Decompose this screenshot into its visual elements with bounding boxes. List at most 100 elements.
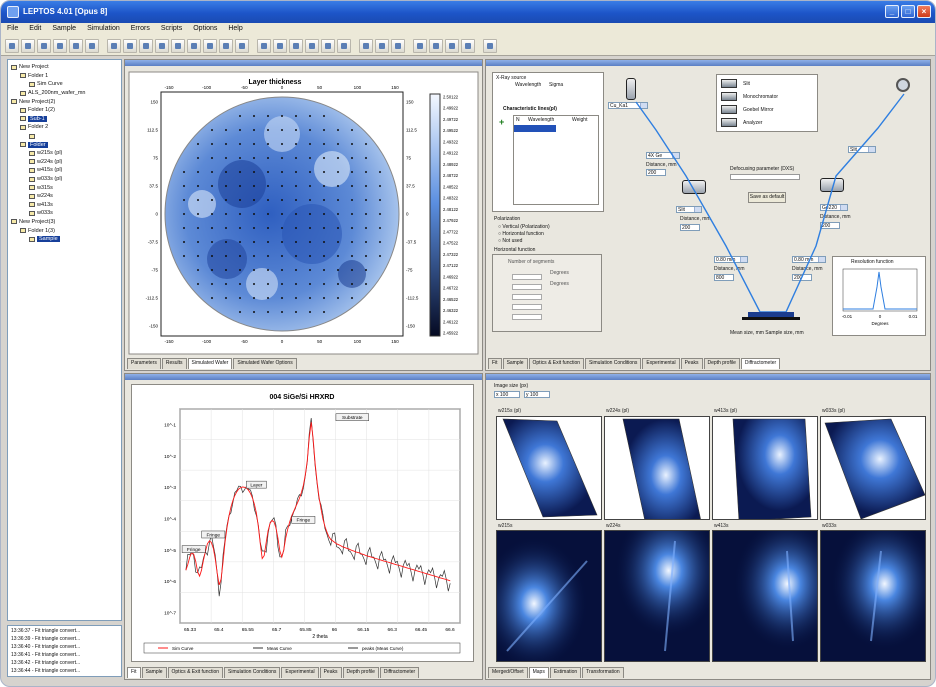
tab-depth-profile[interactable]: Depth profile xyxy=(342,667,379,678)
map-thumbnail-bottom[interactable] xyxy=(712,530,818,662)
layer-icon[interactable] xyxy=(155,38,169,53)
tab-peaks[interactable]: Peaks xyxy=(319,667,342,678)
stack-icon[interactable] xyxy=(235,38,249,53)
tab-sample[interactable]: Sample xyxy=(141,667,167,678)
tree-item[interactable]: New Project(3) xyxy=(11,218,118,227)
tree-item[interactable]: New Project(2) xyxy=(11,97,118,106)
sim-icon[interactable] xyxy=(257,38,271,53)
polarization-option[interactable]: ○ Vertical (Polarization) xyxy=(498,224,550,230)
new-icon[interactable] xyxy=(5,38,19,53)
distance-input[interactable]: 200 xyxy=(820,222,840,229)
grid-view3-icon[interactable] xyxy=(445,38,459,53)
new-layer-icon[interactable] xyxy=(171,38,185,53)
slit-dropdown[interactable]: 0.80 mm xyxy=(792,256,826,263)
maximize-button[interactable]: □ xyxy=(901,5,915,18)
tab-experimental[interactable]: Experimental xyxy=(642,358,680,369)
tab-experimental[interactable]: Experimental xyxy=(281,667,319,678)
tree-item[interactable]: w315s xyxy=(11,183,118,192)
tree-item[interactable]: w415s (pl) xyxy=(11,166,118,175)
tab-maps[interactable]: Maps xyxy=(528,667,549,678)
open-icon[interactable] xyxy=(21,38,35,53)
title-bar[interactable]: LEPTOS 4.01 [Opus 8] _ □ × xyxy=(1,1,935,23)
minimize-button[interactable]: _ xyxy=(885,5,899,18)
save-all-icon[interactable] xyxy=(53,38,67,53)
distance-input[interactable]: 200 xyxy=(792,274,812,281)
tree-item[interactable]: Sub-1 xyxy=(11,115,118,124)
tab-peaks[interactable]: Peaks xyxy=(680,358,703,369)
menu-help[interactable]: Help xyxy=(228,25,243,32)
sample-icon[interactable] xyxy=(85,38,99,53)
tab-results[interactable]: Results xyxy=(161,358,187,369)
save-icon[interactable] xyxy=(37,38,51,53)
tree-item[interactable]: ALS_200nm_wafer_mn xyxy=(11,89,118,98)
window-icon[interactable] xyxy=(461,38,475,53)
map-thumbnail-top[interactable] xyxy=(604,416,710,520)
tree-item[interactable]: Folder 1(2) xyxy=(11,106,118,115)
star-icon[interactable] xyxy=(219,38,233,53)
tab-fit[interactable]: Fit xyxy=(488,358,502,369)
image-size-y[interactable]: y 100 xyxy=(524,391,550,398)
tab-sample[interactable]: Sample xyxy=(502,358,528,369)
monochromator-dropdown[interactable]: 4X Ge xyxy=(646,152,680,159)
menu-errors[interactable]: Errors xyxy=(130,25,150,32)
tree-item[interactable] xyxy=(11,132,118,141)
open-folder-icon[interactable] xyxy=(107,38,121,53)
tab-diffractometer[interactable]: Diffractometer xyxy=(379,667,420,678)
tab-simulation-conditions[interactable]: Simulation Conditions xyxy=(224,667,281,678)
grid-view-icon[interactable] xyxy=(413,38,427,53)
tab-simulation-conditions[interactable]: Simulation Conditions xyxy=(585,358,642,369)
polarization-option[interactable]: ○ Not used xyxy=(498,238,523,244)
tree-item[interactable]: w215s (pl) xyxy=(11,149,118,158)
map-thumbnail-top[interactable] xyxy=(820,416,926,520)
tree-item[interactable]: w033s xyxy=(11,209,118,218)
distance-input[interactable]: 200 xyxy=(680,224,700,231)
calc-icon[interactable] xyxy=(391,38,405,53)
sim3-icon[interactable] xyxy=(289,38,303,53)
distance-input[interactable]: 800 xyxy=(714,274,734,281)
map-thumbnail-bottom[interactable] xyxy=(496,530,602,662)
tab-estimation[interactable]: Estimation xyxy=(549,667,582,678)
tab-parameters[interactable]: Parameters xyxy=(127,358,161,369)
analyzer-dropdown[interactable]: Ge220 xyxy=(820,204,848,211)
menu-sample[interactable]: Sample xyxy=(52,25,77,32)
close-button[interactable]: × xyxy=(917,5,931,18)
map-thumbnail-top[interactable] xyxy=(496,416,602,520)
slit-dropdown[interactable]: Slit xyxy=(676,206,702,213)
print-preview-icon[interactable] xyxy=(321,38,335,53)
tree-item[interactable]: Folder xyxy=(11,140,118,149)
grid-icon[interactable] xyxy=(187,38,201,53)
polarization-option[interactable]: ○ Horizontal function xyxy=(498,231,544,237)
tree-item[interactable]: Sample xyxy=(11,235,118,244)
fit-icon[interactable] xyxy=(305,38,319,53)
tab-transformation[interactable]: Transformation xyxy=(582,667,624,678)
detector-dropdown[interactable]: Slit xyxy=(848,146,876,153)
menu-scripts[interactable]: Scripts xyxy=(160,25,183,32)
map-thumbnail-top[interactable] xyxy=(712,416,818,520)
tab-optics-exit-function[interactable]: Optics & Exit function xyxy=(528,358,585,369)
menu-edit[interactable]: Edit xyxy=(29,25,42,32)
sim2-icon[interactable] xyxy=(273,38,287,53)
source-dropdown[interactable]: Cu_Ka1 xyxy=(608,102,648,109)
disc-icon[interactable] xyxy=(203,38,217,53)
paste-icon[interactable] xyxy=(139,38,153,53)
tab-simulated-wafer[interactable]: Simulated Wafer xyxy=(187,358,233,369)
slit-dropdown[interactable]: 0.80 mm xyxy=(714,256,748,263)
tree-item[interactable]: New Project xyxy=(11,63,118,72)
measure-icon[interactable] xyxy=(359,38,373,53)
tree-item[interactable]: Folder 1(3) xyxy=(11,226,118,235)
defocusing-input[interactable] xyxy=(730,174,800,180)
tree-item[interactable]: Sim Curve xyxy=(11,80,118,89)
copy-icon[interactable] xyxy=(123,38,137,53)
tree-item[interactable]: w224s xyxy=(11,192,118,201)
measure2-icon[interactable] xyxy=(375,38,389,53)
tree-item[interactable]: w033s (pl) xyxy=(11,175,118,184)
tab-depth-profile[interactable]: Depth profile xyxy=(703,358,740,369)
menu-options[interactable]: Options xyxy=(193,25,218,32)
distance-input[interactable]: 200 xyxy=(646,169,666,176)
tab-fit[interactable]: Fit xyxy=(127,667,141,678)
tree-item[interactable]: w224s (pl) xyxy=(11,158,118,167)
add-line-button[interactable]: + xyxy=(499,117,505,127)
tree-item[interactable]: Folder 1 xyxy=(11,72,118,81)
map-thumbnail-bottom[interactable] xyxy=(604,530,710,662)
map-thumbnail-bottom[interactable] xyxy=(820,530,926,662)
